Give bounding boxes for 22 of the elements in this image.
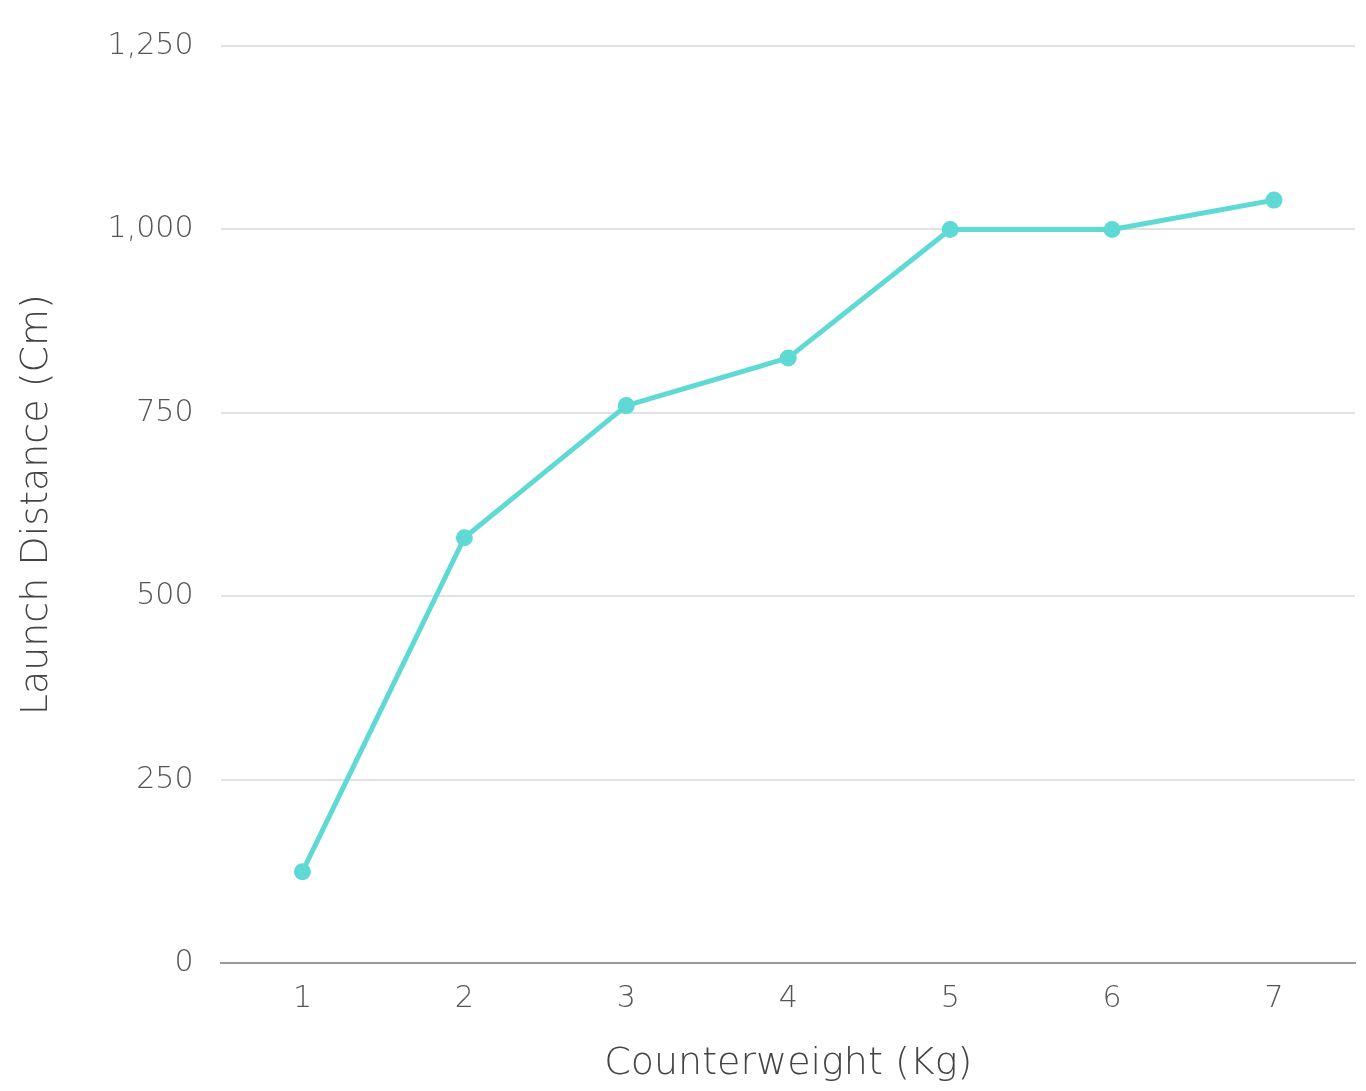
y-tick-label: 1,250 [107, 25, 194, 61]
y-tick-label: 750 [136, 392, 194, 428]
y-axis-title: Launch Distance (Cm) [11, 294, 56, 716]
x-tick-label: 1 [292, 979, 312, 1015]
y-tick-label: 0 [174, 943, 194, 979]
y-tick-label: 500 [136, 576, 194, 612]
point [293, 863, 311, 881]
x-tick-label: 3 [616, 979, 636, 1015]
point [941, 220, 959, 238]
point [455, 529, 473, 547]
x-tick-label: 5 [940, 979, 960, 1015]
x-tick-label: 4 [778, 979, 798, 1015]
x-tick-label: 7 [1264, 979, 1284, 1015]
point [1103, 220, 1121, 238]
y-tick-label: 250 [136, 759, 194, 795]
x-tick-label: 2 [454, 979, 474, 1015]
point [1265, 191, 1283, 209]
x-axis-title: Counterweight (Kg) [604, 1039, 973, 1084]
point [617, 397, 635, 415]
point [779, 349, 797, 367]
x-tick-label: 6 [1102, 979, 1122, 1015]
y-tick-label: 1,000 [107, 209, 194, 245]
